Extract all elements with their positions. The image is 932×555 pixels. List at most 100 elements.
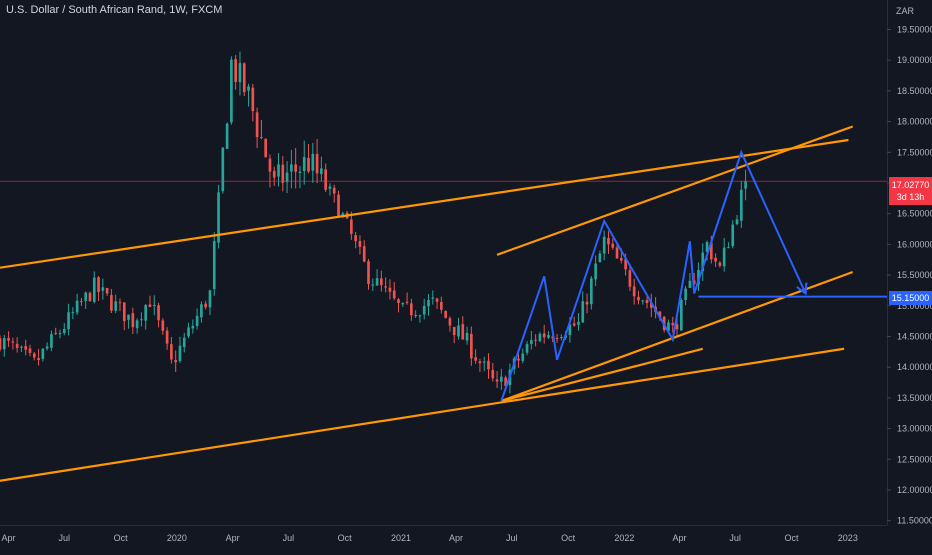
candle-down <box>294 164 297 172</box>
candle-up <box>114 301 118 311</box>
candle-up <box>667 322 670 331</box>
candle-down <box>15 343 19 348</box>
candle-down <box>105 288 109 294</box>
candle-down <box>11 341 15 343</box>
candle-up <box>182 337 186 347</box>
candle-down <box>242 63 246 93</box>
candle-down <box>444 310 447 318</box>
candle-down <box>517 358 520 361</box>
candle-up <box>739 189 743 221</box>
candle-up <box>191 325 195 329</box>
trendline <box>496 125 854 256</box>
candle-up <box>414 315 417 317</box>
candle-down <box>110 295 113 311</box>
candle-up <box>594 263 597 280</box>
y-tick-label: 12.00000 <box>897 485 932 495</box>
candle-down <box>260 137 263 139</box>
candle-up <box>238 63 242 83</box>
candle-up <box>140 319 143 321</box>
candle-down <box>392 290 396 299</box>
x-tick-label: 2021 <box>391 533 411 543</box>
candle-up <box>285 172 289 183</box>
candle-up <box>101 287 105 291</box>
candle-up <box>277 164 280 177</box>
candle-up <box>311 153 315 171</box>
candle-up <box>427 300 430 307</box>
candle-down <box>620 258 623 261</box>
candle-down <box>607 238 610 245</box>
current-price-badge[interactable]: 17.02770 3d 13h <box>889 177 932 205</box>
candle-down <box>332 187 336 194</box>
pattern-path <box>500 149 807 402</box>
candle-down <box>637 296 640 301</box>
candle-down <box>204 303 208 308</box>
candle-up <box>298 171 302 173</box>
target-price-badge[interactable]: 15.15000 <box>889 291 932 305</box>
x-tick-label: Apr <box>2 533 16 543</box>
candle-down <box>542 333 546 338</box>
drawings-layer <box>0 125 887 482</box>
candle-down <box>397 299 400 304</box>
candle-up <box>302 157 306 172</box>
candle-up <box>482 361 486 363</box>
candle-up <box>2 338 6 350</box>
candle-up <box>217 192 220 243</box>
candle-up <box>212 241 216 290</box>
y-tick-label: 17.50000 <box>897 147 932 157</box>
candle-down <box>32 353 36 358</box>
candle-down <box>174 360 178 363</box>
candle-up <box>641 300 645 302</box>
trendline <box>500 270 854 402</box>
candle-up <box>401 302 405 305</box>
y-tick-label: 19.50000 <box>897 24 932 34</box>
y-tick-label: 14.50000 <box>897 331 932 341</box>
candle-up <box>62 329 66 333</box>
candle-down <box>118 302 122 304</box>
candle-down <box>264 138 267 158</box>
candle-up <box>195 315 199 326</box>
candle-down <box>470 333 473 359</box>
candle-down <box>632 286 636 297</box>
candle-down <box>268 158 272 172</box>
candle-down <box>718 262 722 266</box>
candle-up <box>187 327 190 337</box>
candle-down <box>474 357 477 361</box>
x-tick-label: Oct <box>338 533 353 543</box>
x-tick-label: Apr <box>449 533 463 543</box>
y-tick-label: 19.00000 <box>897 55 932 65</box>
candle-down <box>324 169 327 190</box>
trendline <box>0 347 845 482</box>
candle-down <box>440 301 443 310</box>
candle-down <box>555 337 559 339</box>
x-tick-label: Apr <box>226 533 240 543</box>
candle-up <box>144 305 148 321</box>
candle-up <box>457 325 460 337</box>
candle-down <box>675 324 679 330</box>
y-tick-label: 18.00000 <box>897 117 932 127</box>
candle-down <box>307 157 310 172</box>
candle-down <box>671 322 675 326</box>
candle-down <box>315 153 319 174</box>
candle-down <box>435 298 439 302</box>
candle-down <box>384 286 387 288</box>
candle-down <box>572 323 576 326</box>
candle-down <box>148 304 152 307</box>
candle-down <box>452 326 456 336</box>
candle-down <box>658 311 662 318</box>
candle-down <box>534 339 537 341</box>
candle-up <box>684 288 687 301</box>
candle-up <box>20 346 23 348</box>
candle-up <box>320 168 323 175</box>
candle-down <box>131 313 135 328</box>
candle-up <box>208 290 212 308</box>
candle-down <box>624 259 627 270</box>
candle-down <box>80 301 83 303</box>
candle-up <box>697 270 700 285</box>
candle-down <box>337 194 340 218</box>
candle-down <box>714 257 717 262</box>
candle-up <box>431 297 435 299</box>
candle-up <box>230 59 233 123</box>
